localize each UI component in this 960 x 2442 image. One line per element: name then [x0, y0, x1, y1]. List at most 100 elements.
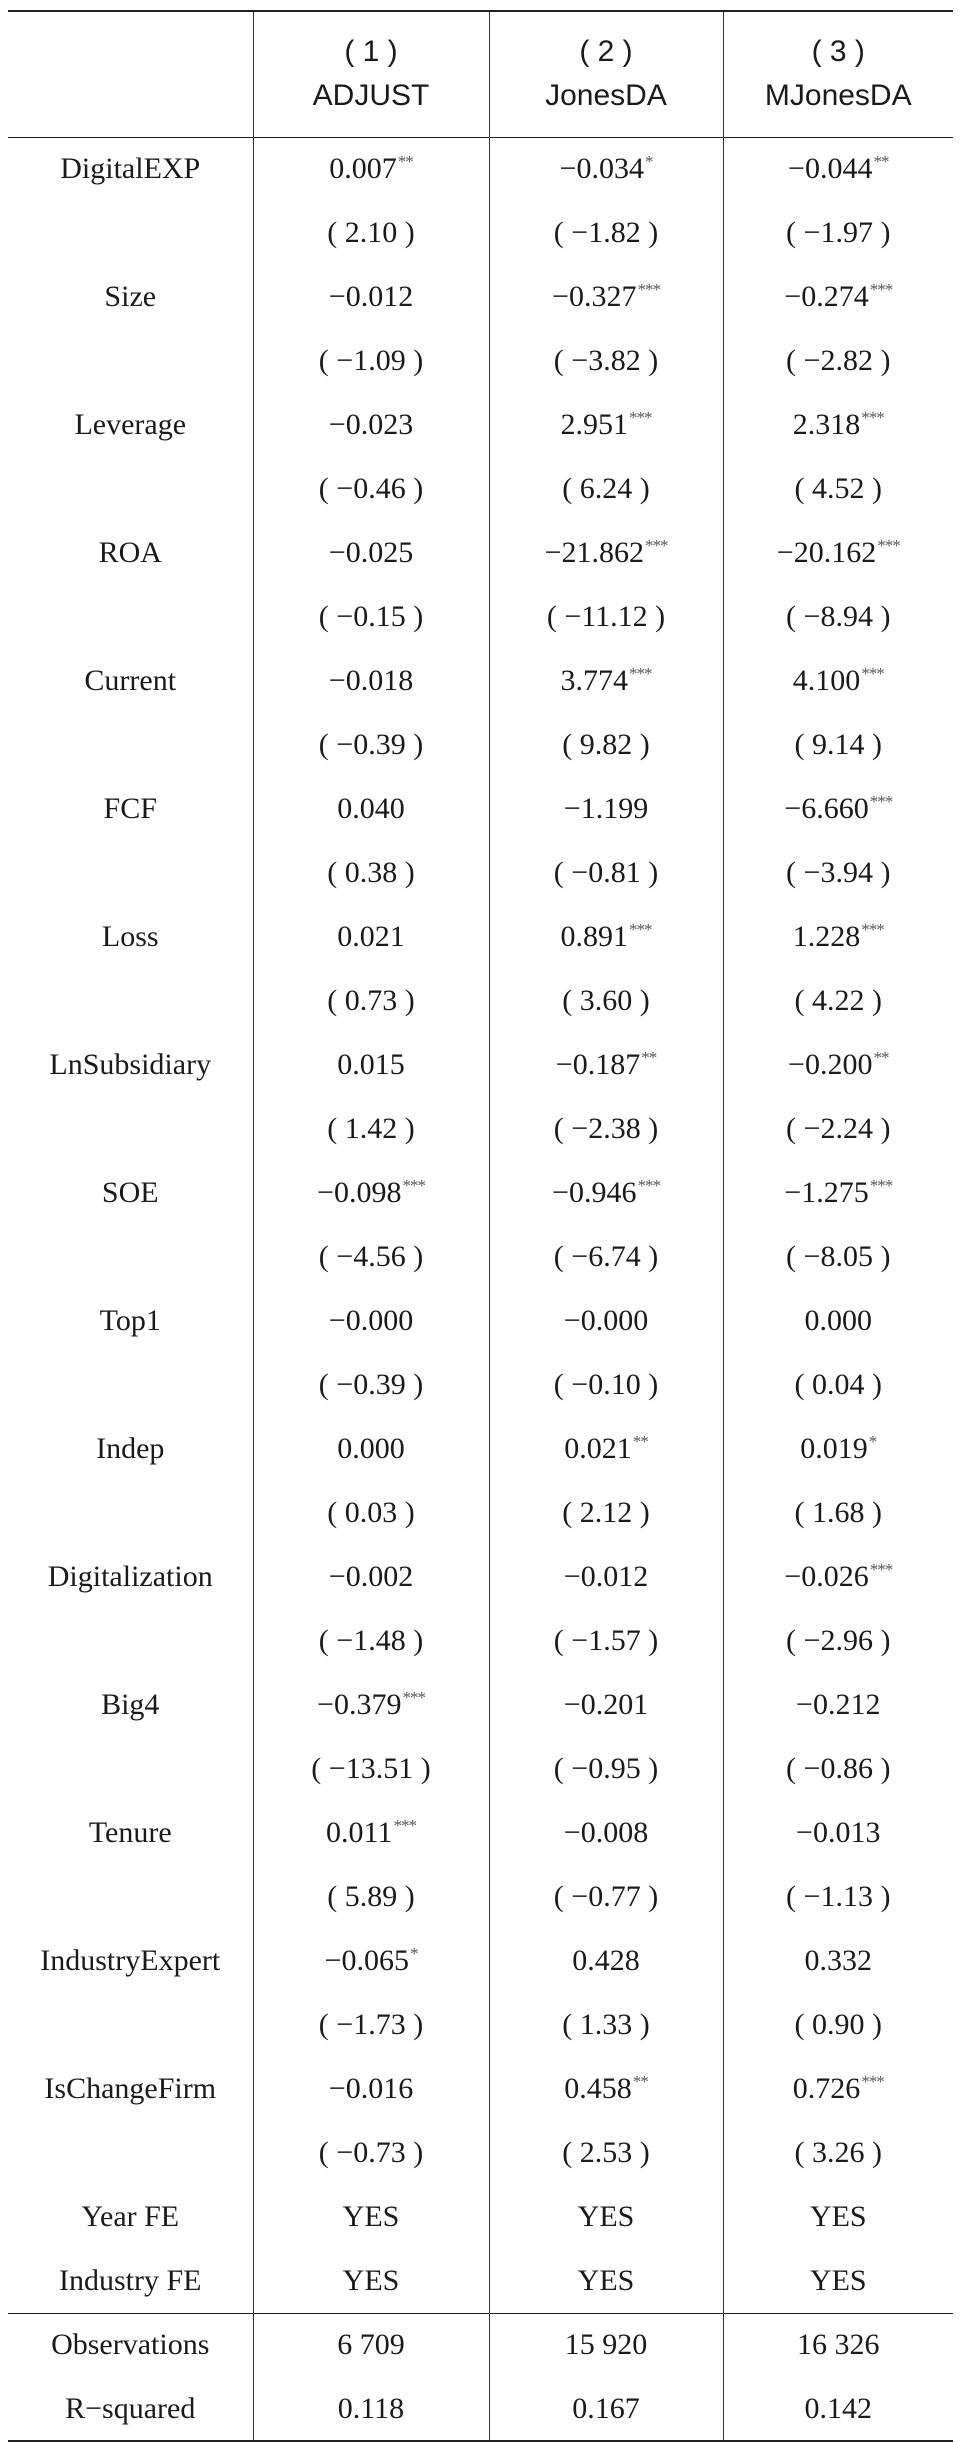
- tstat-cell-text: ( −6.74 ): [553, 1240, 659, 1273]
- tstat-cell-text: ( −1.09 ): [318, 344, 424, 377]
- coef-row: Leverage −0.023 2.951*** 2.318***: [8, 393, 953, 457]
- tstat-cell-text: ( −1.13 ): [786, 1880, 891, 1913]
- tstat-cell-text: ( −4.56 ): [318, 1240, 424, 1273]
- significance-stars: ***: [869, 1560, 893, 1579]
- coef-cell-text: 0.000: [337, 1432, 405, 1465]
- tstat-cell-text: ( −1.82 ): [553, 216, 659, 249]
- tstat-cell-text: ( 4.22 ): [794, 984, 882, 1017]
- coef-cell: −0.018: [252, 649, 489, 713]
- tstat-cell-text: ( −0.15 ): [318, 600, 424, 633]
- tstat-cell-text: ( −2.24 ): [786, 1112, 891, 1145]
- tstat-cell-text: ( 5.89 ): [327, 1880, 415, 1913]
- row-label: R−squared: [8, 2377, 253, 2441]
- tstat-cell: ( −6.74 ): [488, 1225, 723, 1289]
- coef-cell-text: −0.327: [552, 280, 637, 313]
- row-label: Year FE: [8, 2185, 253, 2249]
- row-label-text: Current: [84, 664, 177, 697]
- coef-cell: −1.275***: [722, 1161, 953, 1225]
- coef-cell: 0.000: [722, 1289, 953, 1353]
- coef-cell-text: −0.000: [328, 1304, 414, 1337]
- row-label-text: R−squared: [65, 2391, 196, 2425]
- row-label-empty: [8, 1225, 253, 1289]
- summary-cell: 15 920: [488, 2313, 723, 2377]
- row-label-text: FCF: [103, 792, 157, 825]
- coef-cell: 0.021**: [488, 1417, 723, 1481]
- tstat-row: ( 0.38 ) ( −0.81 ) ( −3.94 ): [8, 841, 953, 905]
- coef-cell-text: −0.200: [788, 1048, 873, 1081]
- tstat-cell: ( −1.09 ): [252, 329, 489, 393]
- tstat-row: ( 0.03 ) ( 2.12 ) ( 1.68 ): [8, 1481, 953, 1545]
- tstat-cell: ( −0.81 ): [488, 841, 723, 905]
- coef-cell: 0.000: [252, 1417, 489, 1481]
- tstat-cell-text: ( 0.03 ): [327, 1496, 415, 1529]
- tstat-cell: ( 0.90 ): [722, 1993, 953, 2057]
- fe-cell-text: YES: [342, 2200, 400, 2233]
- summary-cell-text: 0.142: [804, 2391, 873, 2425]
- tstat-cell-text: ( −1.57 ): [553, 1624, 659, 1657]
- row-label-empty: [8, 457, 253, 521]
- row-label-empty: [8, 841, 253, 905]
- summary-cell: 0.142: [722, 2377, 953, 2441]
- coef-row: IndustryExpert −0.065* 0.428 0.332: [8, 1929, 953, 1993]
- row-label-empty: [8, 201, 253, 265]
- coef-row: Loss 0.021 0.891*** 1.228***: [8, 905, 953, 969]
- tstat-cell: ( −3.82 ): [488, 329, 723, 393]
- coef-cell: −0.212: [722, 1673, 953, 1737]
- row-label: Big4: [8, 1673, 253, 1737]
- coef-cell: −0.200**: [722, 1033, 953, 1097]
- coef-row: SOE −0.098*** −0.946*** −1.275***: [8, 1161, 953, 1225]
- tstat-cell-text: ( −1.48 ): [318, 1624, 424, 1657]
- row-label-empty: [8, 585, 253, 649]
- coef-cell-text: 4.100: [792, 664, 861, 697]
- coef-cell-text: −0.044: [788, 152, 873, 186]
- significance-stars: ***: [869, 1176, 893, 1195]
- significance-stars: **: [632, 1432, 649, 1451]
- tstat-cell: ( −0.15 ): [252, 585, 489, 649]
- summary-cell-text: 15 920: [564, 2328, 648, 2362]
- row-label-empty: [8, 1993, 253, 2057]
- row-label: SOE: [8, 1161, 253, 1225]
- row-label-empty: [8, 1481, 253, 1545]
- significance-stars: **: [632, 2072, 649, 2091]
- coef-cell-text: −1.199: [563, 792, 649, 825]
- coef-cell: −0.023: [252, 393, 489, 457]
- tstat-cell-text: ( −8.94 ): [786, 600, 891, 633]
- tstat-cell: ( 1.68 ): [722, 1481, 953, 1545]
- tstat-cell: ( −1.57 ): [488, 1609, 723, 1673]
- tstat-cell: ( −8.05 ): [722, 1225, 953, 1289]
- significance-stars: **: [873, 152, 889, 172]
- row-label-text: Industry FE: [59, 2263, 202, 2297]
- significance-stars: ***: [861, 408, 884, 427]
- column-number: ( 1 ): [344, 35, 398, 69]
- row-label-text: Loss: [101, 920, 159, 953]
- coef-cell: −0.065*: [252, 1929, 489, 1993]
- summary-cell-text: 0.118: [337, 2391, 405, 2425]
- column-header-3: ( 3 ) MJonesDA: [722, 11, 953, 137]
- coef-cell: −0.044**: [722, 137, 953, 201]
- tstat-cell: ( −1.97 ): [722, 201, 953, 265]
- row-label: LnSubsidiary: [8, 1033, 253, 1097]
- summary-cell-text: 6 709: [337, 2328, 405, 2362]
- tstat-row: ( 5.89 ) ( −0.77 ) ( −1.13 ): [8, 1865, 953, 1929]
- column-header-2: ( 2 ) JonesDA: [488, 11, 723, 137]
- row-label-empty: [8, 329, 253, 393]
- coef-cell: −0.379***: [252, 1673, 489, 1737]
- tstat-cell-text: ( 0.90 ): [794, 2008, 882, 2041]
- coef-cell-text: −0.026: [784, 1560, 869, 1593]
- coef-cell-text: 0.019: [800, 1432, 868, 1465]
- coef-cell-text: −21.862: [544, 536, 644, 569]
- tstat-cell-text: ( 0.04 ): [794, 1368, 882, 1401]
- significance-stars: ***: [402, 1688, 425, 1707]
- tstat-row: ( −0.15 ) ( −11.12 ) ( −8.94 ): [8, 585, 953, 649]
- coef-row: DigitalEXP 0.007** −0.034* −0.044**: [8, 137, 953, 201]
- tstat-cell-text: ( 0.73 ): [327, 984, 415, 1017]
- row-label-text: Leverage: [74, 408, 187, 441]
- tstat-cell-text: ( 1.33 ): [562, 2008, 650, 2041]
- tstat-cell-text: ( −8.05 ): [786, 1240, 891, 1273]
- coef-cell: −0.946***: [488, 1161, 723, 1225]
- coef-cell: −0.327***: [488, 265, 723, 329]
- coef-cell: 0.011***: [252, 1801, 489, 1865]
- tstat-row: ( −1.48 ) ( −1.57 ) ( −2.96 ): [8, 1609, 953, 1673]
- tstat-cell: ( 2.12 ): [488, 1481, 723, 1545]
